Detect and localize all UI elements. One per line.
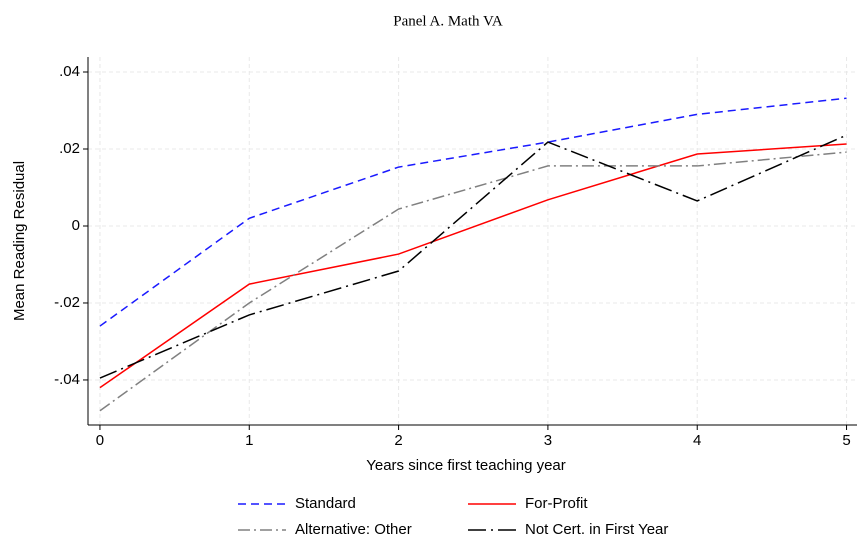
x-tick-label: 5 [842, 432, 850, 449]
y-tick-label: .02 [59, 140, 80, 157]
legend-label: Standard [295, 495, 356, 512]
y-tick-label: .04 [59, 63, 80, 80]
x-tick-label: 3 [544, 432, 552, 449]
y-axis-label: Mean Reading Residual [11, 161, 28, 321]
y-tick-label: -.02 [54, 294, 80, 311]
x-tick-label: 0 [96, 432, 104, 449]
legend-label: For-Profit [525, 495, 588, 512]
x-tick-label: 1 [245, 432, 253, 449]
chart-title: Panel A. Math VA [393, 13, 503, 29]
line-series [99, 97, 847, 327]
x-tick-label: 2 [394, 432, 402, 449]
legend-label: Alternative: Other [295, 521, 412, 538]
line-series [99, 151, 847, 412]
line-series [99, 143, 847, 389]
y-tick-label: -.04 [54, 371, 80, 388]
line-series [99, 134, 847, 379]
y-tick-label: 0 [72, 217, 80, 234]
legend-label: Not Cert. in First Year [525, 521, 668, 538]
x-axis-label: Years since first teaching year [366, 457, 566, 474]
x-tick-label: 4 [693, 432, 701, 449]
